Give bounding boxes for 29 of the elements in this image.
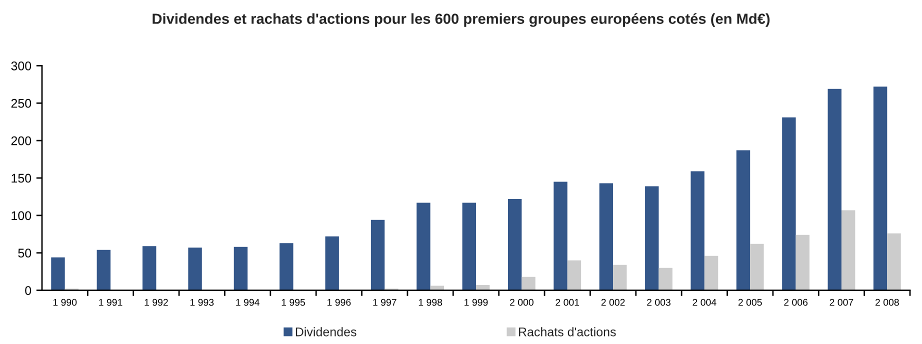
x-tick-label: 1 996 — [328, 298, 351, 306]
x-tick-label: 2 003 — [647, 298, 670, 306]
y-tick-label: 150 — [12, 174, 32, 183]
x-tick-label: 2 002 — [601, 298, 625, 306]
x-tick-label: 2 001 — [556, 298, 580, 306]
x-tick-label: 2 005 — [738, 298, 762, 306]
x-tick-label: 2 006 — [784, 298, 808, 306]
x-tick-label: 1 999 — [464, 298, 488, 306]
x-tick-label: 2 000 — [510, 298, 534, 306]
x-tick-label: 1 993 — [190, 298, 214, 306]
y-tick-label: 300 — [11, 62, 32, 70]
x-tick-label: 2 007 — [830, 298, 854, 306]
y-tick-label: 50 — [18, 248, 32, 258]
chart-title: Dividendes et rachats d'actions pour les 600 premiers groupes européens cotés (en Md€) — [152, 13, 770, 27]
x-tick-label: 2 008 — [875, 298, 899, 306]
y-tick-label: 100 — [12, 211, 32, 220]
x-tick-label: 1 997 — [373, 298, 396, 306]
x-tick-label: 1 992 — [144, 298, 168, 306]
x-tick-label: 1 995 — [282, 298, 306, 306]
x-tick-label: 1 990 — [53, 298, 77, 306]
y-tick-label: 250 — [11, 98, 32, 108]
x-tick-label: 1 991 — [99, 298, 122, 306]
x-tick-label: 2 004 — [692, 298, 716, 306]
y-tick-label: 200 — [11, 136, 32, 146]
legend-label: Rachats d'actions — [519, 327, 616, 336]
x-tick-label: 1 998 — [418, 298, 442, 306]
x-tick-label: 1 994 — [236, 298, 260, 306]
y-tick-label: 0 — [25, 286, 32, 295]
legend-label: Dividendes — [296, 327, 356, 336]
